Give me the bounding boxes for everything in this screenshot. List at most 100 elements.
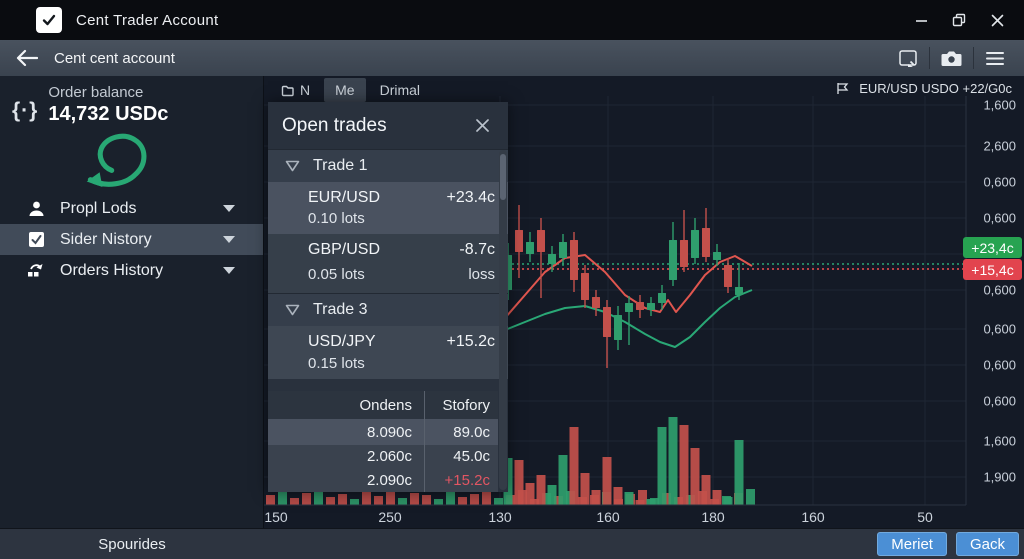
trade-pl-note (447, 210, 495, 227)
orders-history-icon (26, 262, 46, 279)
price-badge-green: +23,4c (963, 237, 1022, 258)
window-title: Cent Trader Account (76, 11, 219, 29)
trade-group-label: Trade 1 (313, 157, 368, 174)
toolbar: Cent cent account (0, 40, 1024, 76)
share-screen-icon (899, 49, 917, 67)
chart-area: N Me Drimal EUR/USD USDO +22/G0c Open tr… (264, 76, 1024, 528)
trade-pl-note: loss (468, 265, 495, 283)
refresh-swoosh-icon (72, 126, 168, 205)
balance-value: 14,732 USDc (48, 103, 169, 125)
table-cell: 2.090c (366, 471, 412, 489)
table-cell: 89.0c (453, 423, 490, 441)
table-cell: +15.2c (444, 471, 490, 489)
y-axis-label: 0,600 (983, 174, 1016, 190)
tab-drimal[interactable]: Drimal (369, 78, 431, 102)
sidebar-item-propl-lods[interactable]: Propl Lods (0, 193, 263, 224)
panel-title: Open trades (282, 114, 387, 136)
table-cell: 45.0c (453, 448, 490, 465)
back-arrow-icon (16, 49, 38, 67)
column-header: Stofory (442, 396, 490, 414)
bottom-bar: Spourides Meriet Gack (0, 528, 1024, 559)
chevron-down-icon (285, 304, 300, 316)
trade-pl-note (447, 355, 495, 373)
x-axis-label: 160 (801, 509, 825, 525)
trade-pl: +23.4c (446, 189, 495, 206)
balance-block: {·} Order balance 14,732 USDc (12, 84, 168, 126)
trade-row-usdjpy[interactable]: USD/JPY +15.2c 0.15 lots (268, 326, 508, 379)
menu-button[interactable] (974, 40, 1016, 76)
chevron-down-icon (285, 160, 300, 172)
y-axis-label: 2,600 (983, 138, 1016, 154)
x-axis-label: 150 (264, 509, 288, 525)
trade-group-header[interactable]: Trade 1 (268, 149, 508, 182)
panel-scrollbar[interactable] (499, 150, 507, 490)
y-axis-label: 0,600 (983, 393, 1016, 409)
table-row[interactable]: 2.060c 45.0c (268, 445, 498, 468)
share-screen-button[interactable] (887, 40, 929, 76)
camera-icon (941, 51, 962, 66)
minimize-button[interactable] (906, 5, 936, 35)
checkbox-icon (26, 231, 46, 248)
y-axis-label: 1,900 (983, 469, 1016, 485)
sidebar-item-sider-nistory[interactable]: Sider Nistory (0, 224, 263, 255)
sidebar-item-label: Orders History (60, 261, 164, 279)
tab-me[interactable]: Me (324, 78, 366, 102)
trade-pair: USD/JPY (308, 333, 376, 350)
tab-label: N (300, 82, 311, 98)
title-bar: Cent Trader Account (0, 0, 1024, 40)
trade-row-eurusd[interactable]: EUR/USD +23.4c 0.10 lots (268, 182, 508, 234)
trade-lots: 0.15 lots (308, 354, 365, 372)
close-window-button[interactable] (982, 5, 1012, 35)
status-text: Spourides (98, 535, 166, 553)
tab-label: Me (335, 82, 355, 98)
tab-n[interactable]: N (270, 78, 321, 102)
orders-table: Ondens Stofory 8.090c 89.0c 2.060c 45.0c… (268, 391, 498, 492)
maximize-button[interactable] (944, 5, 974, 35)
toolbar-divider (929, 47, 930, 69)
app-logo-icon (36, 7, 62, 33)
table-cell: 8.090c (366, 423, 412, 441)
symbol-info: EUR/USD USDO +22/G0c (836, 81, 1012, 96)
tab-label: Drimal (379, 82, 421, 98)
person-icon (26, 200, 46, 217)
flag-icon (837, 83, 849, 94)
x-axis-label: 180 (701, 509, 725, 525)
folder-icon (281, 85, 294, 96)
table-row[interactable]: 2.090c +15.2c (268, 468, 498, 492)
screenshot-button[interactable] (930, 40, 973, 76)
chevron-down-icon (223, 205, 235, 212)
table-cell: 2.060c (366, 448, 412, 465)
balance-scope-icon: {·} (12, 99, 39, 122)
balance-label: Order balance (48, 84, 144, 101)
y-axis-label: 1,600 (983, 433, 1016, 449)
trade-lots: 0.05 lots (308, 265, 365, 283)
trade-row-gbpusd[interactable]: GBP/USD -8.7c 0.05 lots loss (268, 234, 508, 293)
sidebar-item-label: Sider Nistory (60, 230, 152, 248)
close-panel-icon[interactable] (471, 114, 494, 137)
y-axis-label: 0,600 (983, 357, 1016, 373)
chevron-down-icon (223, 267, 235, 274)
scrollbar-thumb[interactable] (500, 154, 506, 200)
account-title: Cent cent account (54, 49, 175, 67)
chart-tabs: N Me Drimal (270, 78, 431, 102)
y-axis-label: 0,600 (983, 282, 1016, 298)
column-header: Ondens (359, 396, 412, 414)
y-axis-label: 1,600 (983, 97, 1016, 113)
symbol-info-text: EUR/USD USDO +22/G0c (859, 81, 1012, 96)
table-row[interactable]: 8.090c 89.0c (268, 419, 498, 445)
sidebar-item-orders-history[interactable]: Orders History (0, 255, 263, 286)
trade-group-label: Trade 3 (313, 301, 368, 318)
sidebar: {·} Order balance 14,732 USDc Propl Lods (0, 76, 264, 528)
chevron-down-icon (223, 236, 235, 243)
y-axis-label: 0,600 (983, 321, 1016, 337)
y-axis-label: 0,600 (983, 210, 1016, 226)
meriet-button[interactable]: Meriet (877, 532, 947, 556)
trade-group-header[interactable]: Trade 3 (268, 293, 508, 326)
gack-button[interactable]: Gack (955, 532, 1019, 556)
x-axis-label: 160 (596, 509, 620, 525)
back-button[interactable] (16, 49, 38, 67)
x-axis-label: 130 (488, 509, 512, 525)
toolbar-divider (973, 47, 974, 69)
trade-pair: EUR/USD (308, 189, 381, 206)
